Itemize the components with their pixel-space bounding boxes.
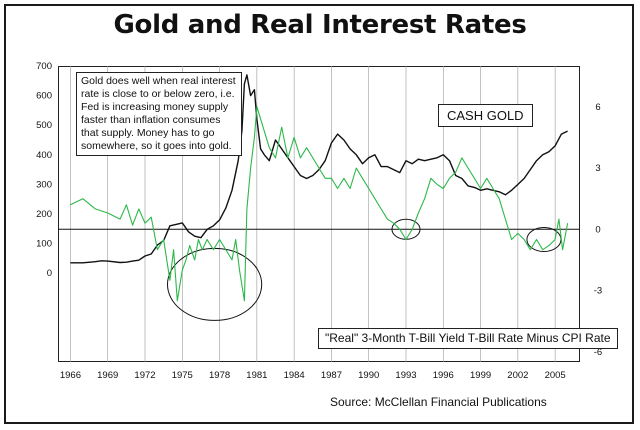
real-yield-legend: "Real" 3-Month T-Bill Yield T-Bill Rate … bbox=[318, 328, 618, 349]
highlight-circles bbox=[166, 218, 562, 321]
x-tick-label: 1996 bbox=[433, 370, 454, 381]
x-tick-label: 1993 bbox=[395, 370, 416, 381]
right-axis-ticks: 6 3 0 -3 -6 bbox=[594, 102, 602, 358]
chart-title: Gold and Real Interest Rates bbox=[113, 10, 527, 40]
right-tick-label: 0 bbox=[595, 224, 600, 235]
x-tick-label: 1972 bbox=[134, 370, 155, 381]
x-tick-label: 1981 bbox=[246, 370, 267, 381]
x-tick-label: 1966 bbox=[60, 370, 81, 381]
left-tick-label: 600 bbox=[36, 91, 52, 102]
real-yield-line bbox=[70, 106, 569, 302]
x-tick-label: 1987 bbox=[321, 370, 342, 381]
x-tick-label: 1999 bbox=[470, 370, 491, 381]
x-axis-ticks: 1966 1969 1972 1975 1978 1981 1984 1987 1990 1993… bbox=[60, 370, 566, 381]
x-tick-label: 2002 bbox=[507, 370, 528, 381]
x-tick-label: 1975 bbox=[172, 370, 193, 381]
left-axis-ticks: 700 600 500 400 300 200 100 0 bbox=[36, 61, 52, 279]
left-tick-label: 100 bbox=[36, 239, 52, 250]
real-yield-legend-label: "Real" 3-Month T-Bill Yield T-Bill Rate … bbox=[325, 331, 611, 345]
left-tick-label: 200 bbox=[36, 209, 52, 220]
gold-price-line bbox=[70, 74, 568, 264]
left-tick-label: 0 bbox=[47, 268, 52, 279]
x-tick-label: 2005 bbox=[545, 370, 566, 381]
series-lines bbox=[70, 74, 569, 302]
x-tick-label: 1978 bbox=[209, 370, 230, 381]
right-tick-label: 3 bbox=[595, 163, 600, 174]
x-tick-label: 1990 bbox=[358, 370, 379, 381]
x-tick-label: 1969 bbox=[97, 370, 118, 381]
highlight-circle bbox=[526, 227, 562, 253]
left-tick-label: 300 bbox=[36, 179, 52, 190]
right-tick-label: -3 bbox=[594, 286, 602, 297]
left-tick-label: 700 bbox=[36, 61, 52, 72]
chart-annotation: Gold does well when real interest rate i… bbox=[76, 72, 242, 156]
highlight-circle bbox=[166, 247, 263, 321]
chart-source: Source: McClellan Financial Publications bbox=[330, 395, 547, 409]
x-tick-label: 1984 bbox=[284, 370, 305, 381]
left-tick-label: 500 bbox=[36, 120, 52, 131]
right-tick-label: 6 bbox=[595, 102, 600, 113]
left-tick-label: 400 bbox=[36, 150, 52, 161]
gold-series-label: CASH GOLD bbox=[438, 104, 533, 127]
right-tick-label: -6 bbox=[594, 347, 602, 358]
